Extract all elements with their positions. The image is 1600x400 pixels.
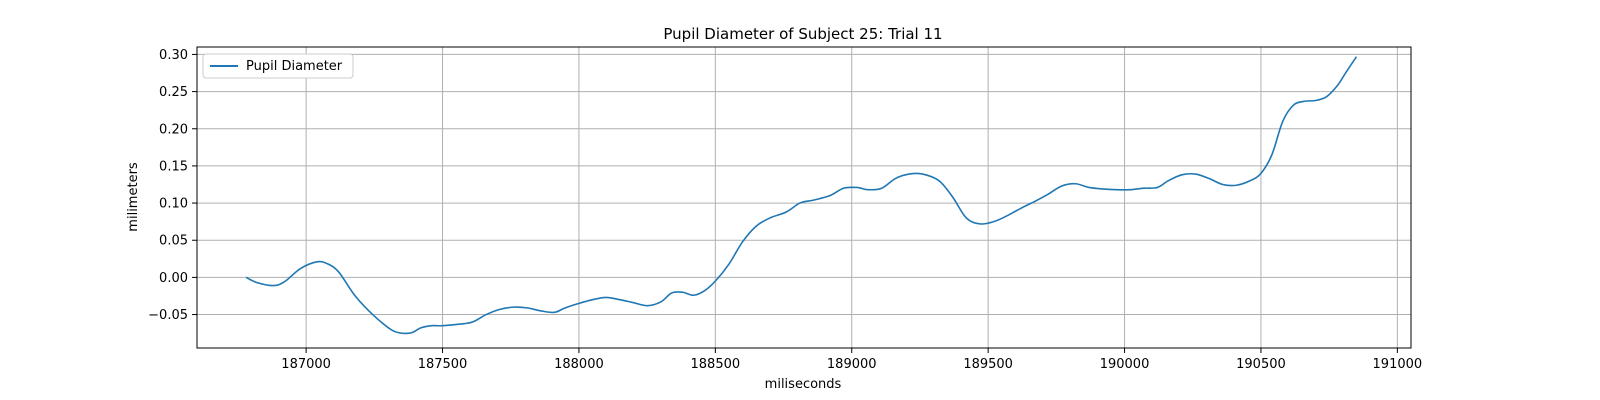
x-tick-label: 191000 <box>1373 357 1423 372</box>
x-axis-ticks: 187000 187500 188000 188500 189000 189500 1900… <box>281 348 1422 372</box>
series-line-pupil-diameter <box>245 56 1358 335</box>
x-tick-label: 190000 <box>1100 357 1150 372</box>
x-tick-label: 188500 <box>691 357 741 372</box>
y-axis-label: milimeters <box>126 162 141 232</box>
x-tick-label: 187000 <box>281 357 331 372</box>
y-tick-label: 0.05 <box>159 234 188 249</box>
grid-lines <box>197 47 1411 348</box>
x-tick-label: 189500 <box>963 357 1013 372</box>
x-axis-label: miliseconds <box>765 377 842 392</box>
x-tick-label: 187500 <box>418 357 468 372</box>
legend-box <box>202 53 354 79</box>
legend: Pupil Diameter <box>202 53 354 79</box>
y-tick-label: 0.00 <box>159 271 188 286</box>
x-tick-label: 190500 <box>1236 357 1286 372</box>
y-tick-label: 0.25 <box>159 85 188 100</box>
x-tick-label: 189000 <box>827 357 877 372</box>
y-tick-label: 0.15 <box>159 159 188 174</box>
chart-title: Pupil Diameter of Subject 25: Trial 11 <box>663 25 942 43</box>
y-tick-label: −0.05 <box>148 308 188 323</box>
legend-label-pupil-diameter: Pupil Diameter <box>246 59 343 74</box>
plot-frame <box>196 46 1412 349</box>
y-tick-label: 0.10 <box>159 197 188 212</box>
y-tick-label: 0.20 <box>159 122 188 137</box>
x-tick-label: 188000 <box>554 357 604 372</box>
y-axis-ticks: −0.05 0.00 0.05 0.10 0.15 0.20 0.25 0.30 <box>148 48 197 323</box>
y-tick-label: 0.30 <box>159 48 188 63</box>
series-layer <box>245 56 1358 335</box>
